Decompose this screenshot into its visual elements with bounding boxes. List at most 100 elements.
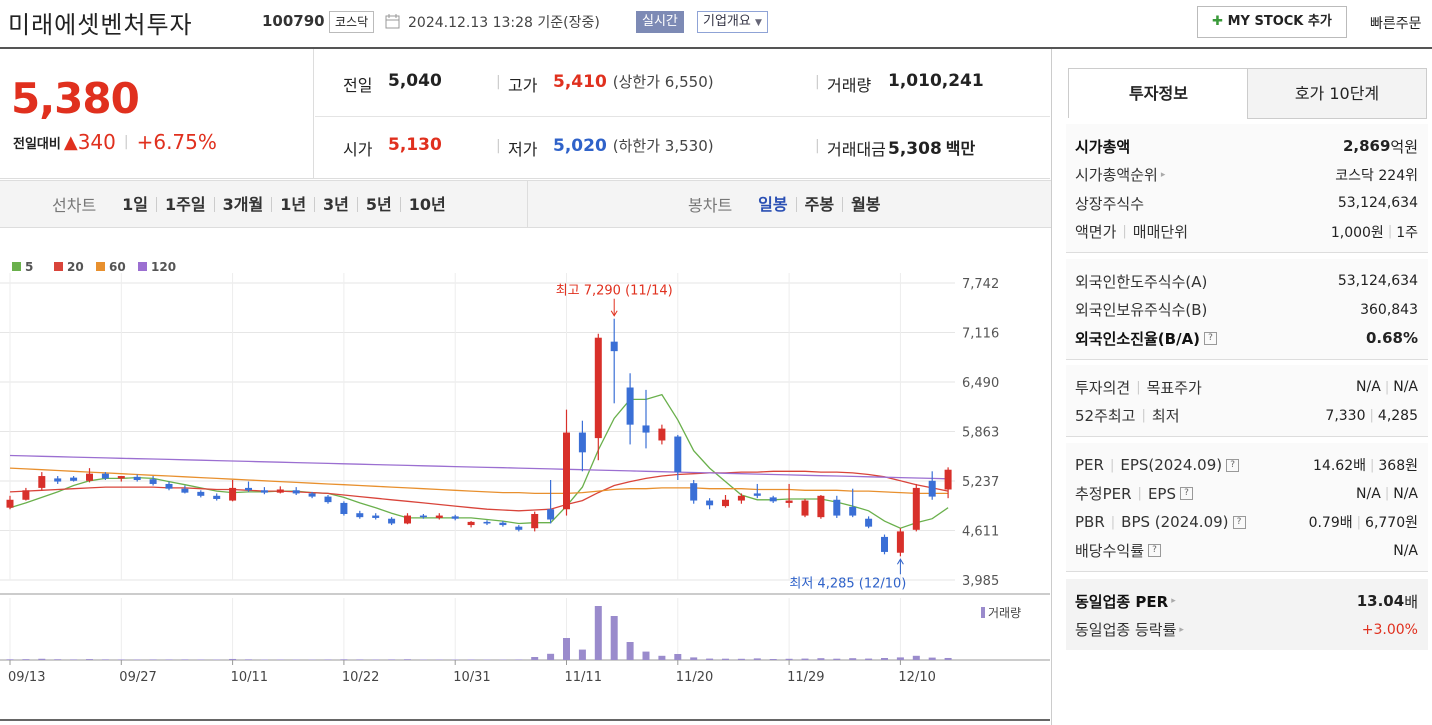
y-tick-label: 7,116 — [962, 326, 999, 341]
candle-body — [674, 436, 682, 473]
volume-bar — [658, 655, 666, 660]
realtime-badge[interactable]: 실시간 — [636, 11, 684, 33]
candle-body — [547, 509, 555, 520]
row-value: N/A | N/A — [1356, 379, 1418, 395]
row-value: N/A — [1393, 543, 1418, 559]
candle-body — [356, 513, 364, 518]
volume-bar — [817, 658, 825, 660]
sidebar-tab[interactable]: 투자정보 — [1068, 68, 1249, 118]
legend-swatch — [96, 262, 105, 271]
row-label: 추정PER | EPS? — [1075, 483, 1193, 504]
candle-body — [86, 473, 93, 481]
candle-body — [22, 490, 30, 500]
volume-bar — [213, 659, 221, 660]
candle-body — [149, 479, 157, 484]
candle-body — [690, 483, 698, 501]
row-value: 13.04 배 — [1357, 591, 1418, 612]
volume-bar — [642, 651, 650, 660]
period-tab[interactable]: 1년 — [271, 196, 314, 212]
row-label: 외국인소진율(B/A)? — [1075, 328, 1218, 349]
mystock-label: MY STOCK 추가 — [1227, 14, 1332, 29]
period-tab[interactable]: 5년 — [356, 196, 400, 212]
value: 5,020 — [553, 136, 607, 156]
label-text: 시가총액 — [1075, 137, 1131, 156]
volume-bar — [928, 657, 936, 660]
value-text: N/A — [1393, 379, 1418, 395]
volume-bar — [737, 658, 745, 660]
mystock-button[interactable]: ✚ MY STOCK 추가 — [1197, 6, 1347, 38]
separator: | — [496, 138, 501, 154]
row-value: +3.00% — [1362, 622, 1418, 638]
candle-body — [610, 341, 618, 352]
overview-dropdown[interactable]: 기업개요 ▼ — [697, 11, 768, 33]
row-label: 외국인한도주식수(A) — [1075, 271, 1207, 292]
sidebar-tab[interactable]: 호가 10단계 — [1247, 68, 1427, 119]
up-triangle: ▲ — [63, 131, 78, 153]
help-icon[interactable]: ? — [1232, 515, 1246, 529]
row-label: 동일업종 등락률 ▸ — [1075, 619, 1184, 640]
annotation: 최고 7,290 (11/14) — [556, 284, 673, 299]
row-value: 14.62배 | 368원 — [1313, 455, 1418, 475]
volume-bar — [435, 659, 443, 660]
sidebar-section — [1066, 124, 1428, 253]
period-tab[interactable]: 일봉 — [758, 194, 788, 214]
x-tick-label: 09/27 — [119, 670, 156, 685]
y-tick-label: 5,237 — [962, 475, 999, 490]
volume-bar — [276, 659, 284, 660]
label-text: 매매단위 — [1132, 223, 1188, 241]
volume-bar — [70, 659, 78, 660]
candle-body — [881, 536, 888, 552]
period-tab[interactable]: 월봉 — [842, 196, 888, 212]
separator: | — [1369, 408, 1374, 423]
period-tab[interactable]: 1일 — [122, 194, 149, 214]
help-icon[interactable]: ? — [1204, 331, 1218, 345]
row-value: 7,330 | 4,285 — [1325, 408, 1418, 424]
change-value: 340 — [77, 130, 116, 154]
candle-body — [833, 499, 841, 516]
value-text: 코스닥 224위 — [1335, 167, 1418, 184]
help-icon[interactable]: ? — [1148, 544, 1162, 557]
volume-bar — [340, 659, 348, 660]
summary-label: 고가 — [508, 76, 538, 95]
summary-value: 5,130 — [388, 135, 442, 155]
volume-bar — [149, 659, 157, 660]
separator: | — [1110, 514, 1116, 530]
value: 5,040 — [388, 71, 442, 91]
candle-body — [912, 487, 920, 530]
sidebar-section — [1066, 259, 1428, 360]
value-text: 368원 — [1378, 458, 1418, 474]
sidebar-section — [1066, 365, 1428, 437]
price-change: 전일대비 ▲ 340 | +6.75% — [13, 130, 217, 154]
label-text: 투자의견 — [1075, 378, 1131, 397]
volume-bar — [229, 658, 237, 660]
label-text: 시가총액순위 — [1075, 166, 1158, 184]
separator: | — [815, 74, 820, 90]
period-tab[interactable]: 10년 — [399, 196, 454, 212]
label-text: PBR — [1075, 513, 1105, 531]
quick-order-link[interactable]: 빠른주문 — [1370, 16, 1422, 32]
period-tab[interactable]: 3년 — [314, 196, 357, 212]
period-tab[interactable]: 1주일 — [156, 196, 214, 212]
candle-body — [849, 506, 857, 516]
label-text: PER — [1075, 456, 1104, 474]
value-text: 1주 — [1396, 224, 1418, 241]
y-tick-label: 5,863 — [962, 426, 999, 441]
sidebar-section — [1066, 443, 1428, 572]
value-text: N/A — [1393, 485, 1418, 502]
candle-body — [467, 521, 475, 526]
candle-body — [563, 432, 570, 510]
volume-bar — [86, 659, 93, 660]
candle-chart-tabs: 봉차트 일봉 주봉 월봉 — [527, 180, 1051, 228]
label-text: EPS(2024.09) — [1120, 456, 1223, 474]
value-text: N/A — [1356, 379, 1381, 395]
help-icon[interactable]: ? — [1226, 458, 1240, 472]
period-tab[interactable]: 주봉 — [795, 196, 842, 212]
candle-body — [117, 476, 125, 479]
volume-bar — [547, 653, 555, 660]
candle-body — [737, 495, 745, 501]
period-tab[interactable]: 3개월 — [213, 196, 272, 212]
sidebar-row: 외국인소진율(B/A)? 0.68% — [1075, 324, 1418, 352]
datetime: 2024.12.13 13:28 — [408, 15, 533, 31]
help-icon[interactable]: ? — [1179, 487, 1193, 500]
